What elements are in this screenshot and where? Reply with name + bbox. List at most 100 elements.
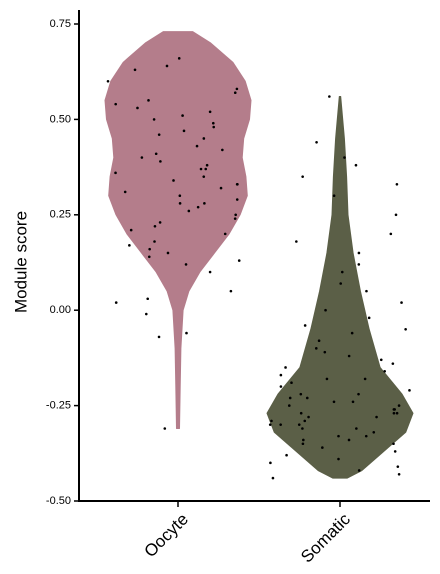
jitter-point [383, 369, 386, 373]
jitter-point [114, 171, 117, 175]
jitter-point [211, 121, 215, 125]
jitter-point [363, 377, 367, 381]
jitter-point [199, 167, 203, 171]
jitter-point [148, 247, 151, 251]
jitter-point [158, 221, 162, 224]
jitter-point [347, 354, 351, 358]
jitter-point [268, 423, 272, 426]
y-tick-label: 0.50 [50, 113, 71, 125]
jitter-point [279, 385, 283, 388]
jitter-point [379, 358, 383, 362]
jitter-point [397, 472, 401, 476]
jitter-point [395, 182, 399, 186]
jitter-point [182, 129, 186, 133]
jitter-point [299, 411, 303, 415]
jitter-point [157, 133, 161, 136]
jitter-point [297, 423, 301, 426]
jitter-point [391, 362, 395, 365]
jitter-point [315, 140, 318, 144]
jitter-point [394, 213, 398, 217]
jitter-point [219, 186, 223, 190]
jitter-point [301, 427, 304, 430]
jitter-point [172, 179, 175, 182]
jitter-point [147, 255, 151, 259]
jitter-point [395, 411, 399, 415]
jitter-point [285, 453, 288, 457]
jitter-point [287, 404, 291, 407]
jitter-point [165, 64, 169, 68]
violin [104, 31, 252, 429]
jitter-point [136, 106, 139, 110]
y-tick-label: 0.25 [50, 209, 71, 221]
jitter-point [187, 209, 191, 213]
jitter-point [367, 316, 371, 320]
jitter-point [202, 175, 206, 178]
jitter-point [337, 434, 340, 438]
jitter-point [400, 301, 403, 304]
y-tick-label: 0.75 [50, 18, 71, 30]
jitter-point [223, 232, 227, 236]
jitter-point [166, 251, 170, 255]
jitter-point [357, 263, 361, 266]
jitter-point [307, 415, 310, 419]
jitter-point [208, 270, 212, 274]
jitter-point [235, 198, 239, 201]
jitter-point [357, 392, 360, 396]
jitter-point [393, 408, 396, 411]
jitter-point [324, 308, 327, 312]
jitter-point [354, 163, 358, 167]
jitter-point [279, 373, 283, 377]
jitter-point [153, 240, 156, 243]
jitter-point [290, 381, 293, 385]
jitter-point [271, 476, 275, 480]
jitter-point [152, 118, 156, 121]
violin [266, 96, 414, 479]
jitter-point [372, 431, 376, 434]
jitter-point [302, 438, 305, 442]
jitter-point [270, 419, 273, 423]
jitter-point [233, 91, 237, 94]
jitter-point [234, 213, 237, 217]
jitter-point [393, 450, 397, 453]
jitter-point [185, 331, 188, 335]
jitter-point [221, 148, 224, 152]
jitter-point [178, 202, 182, 205]
jitter-point [133, 68, 137, 72]
jitter-point [229, 289, 233, 293]
x-tick-label: Somatic [297, 509, 354, 566]
jitter-point [114, 301, 118, 304]
jitter-point [332, 400, 336, 404]
jitter-point [237, 259, 241, 262]
jitter-point [328, 95, 331, 98]
jitter-point [288, 396, 292, 400]
jitter-point [163, 427, 167, 430]
jitter-point [157, 335, 161, 339]
jitter-point [284, 366, 287, 369]
jitter-point [347, 438, 351, 442]
jitter-point [392, 442, 395, 446]
jitter-point [235, 87, 239, 91]
jitter-point [146, 297, 150, 301]
jitter-point [357, 251, 361, 255]
y-tick-label: -0.50 [46, 495, 71, 507]
jitter-point [106, 79, 110, 83]
jitter-point [408, 389, 411, 392]
jitter-point [301, 442, 305, 446]
jitter-point [203, 202, 206, 205]
jitter-point [325, 377, 329, 381]
jitter-point [365, 289, 368, 293]
jitter-point [269, 461, 272, 465]
jitter-point [233, 217, 237, 220]
jitter-point [178, 194, 182, 198]
jitter-point [147, 99, 150, 102]
jitter-point [202, 137, 206, 140]
jitter-point [236, 182, 239, 186]
jitter-point [340, 270, 344, 274]
jitter-point [357, 469, 361, 472]
x-tick-label: Oocyte [140, 510, 192, 562]
jitter-point [153, 224, 157, 228]
jitter-point [279, 423, 282, 426]
jitter-point [375, 415, 378, 419]
jitter-point [299, 392, 303, 396]
jitter-point [396, 465, 400, 468]
